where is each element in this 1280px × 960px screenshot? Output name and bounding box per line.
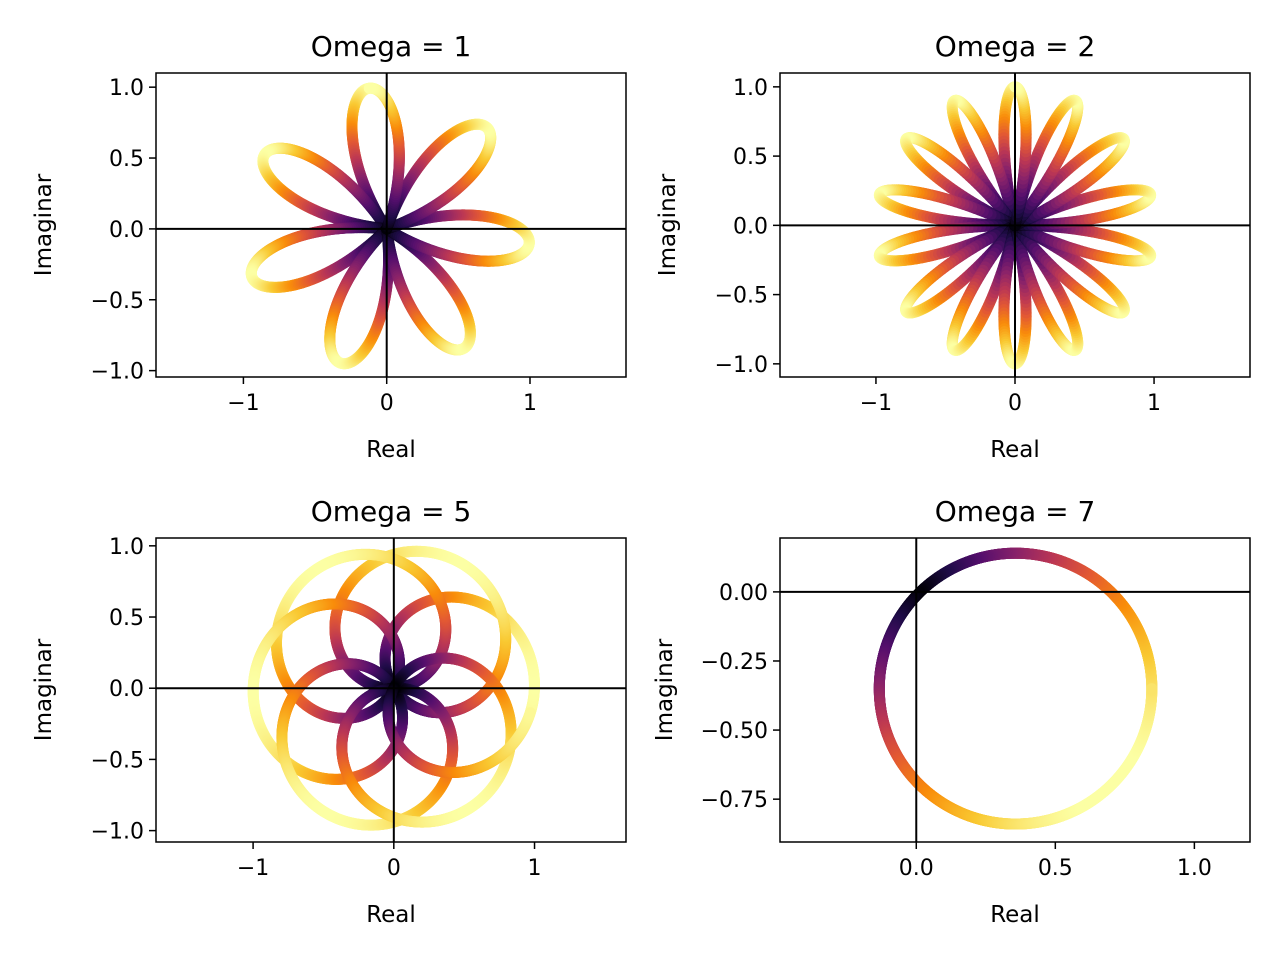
subplot-title: Omega = 1 (311, 30, 472, 63)
subplot-title: Omega = 2 (935, 30, 1096, 63)
curve-series (873, 81, 1157, 370)
y-tick-label: 1.0 (109, 76, 144, 101)
axes-frame (155, 72, 627, 378)
y-tick-label: 0.0 (109, 218, 144, 243)
x-axis-label: Real (990, 437, 1040, 463)
curve-series (245, 82, 535, 370)
x-tick-label: 1 (523, 391, 537, 416)
x-tick-label: −1 (227, 391, 259, 416)
y-tick-label: −0.5 (91, 289, 144, 314)
y-tick-label: 1.0 (733, 76, 768, 101)
subplot-2: −1 0 1 1.0 0.5 0.0 −0.5 −1.0 Omega = 2 Real Imagin… (655, 30, 1251, 463)
y-tick-label: 0.0 (733, 214, 768, 239)
y-tick-label: −1.0 (91, 360, 144, 385)
y-axis-label: Imaginar (31, 173, 57, 276)
y-axis-label: Imaginar (655, 173, 681, 276)
x-axis-label: Real (366, 437, 416, 463)
x-tick-label: −1 (860, 391, 892, 416)
y-tick-label: 0.5 (109, 147, 144, 172)
y-tick-label: 0.5 (733, 145, 768, 170)
x-tick-label: 1 (1147, 391, 1161, 416)
x-tick-label: 0 (380, 391, 394, 416)
y-tick-label: −0.5 (715, 284, 768, 309)
subplot-1: −1 0 1 1.0 0.5 0.0 −0.5 −1.0 Omega = 1 Real Imagin… (31, 30, 627, 463)
y-tick-label: −1.0 (715, 353, 768, 378)
x-tick-label: 0 (1008, 391, 1022, 416)
